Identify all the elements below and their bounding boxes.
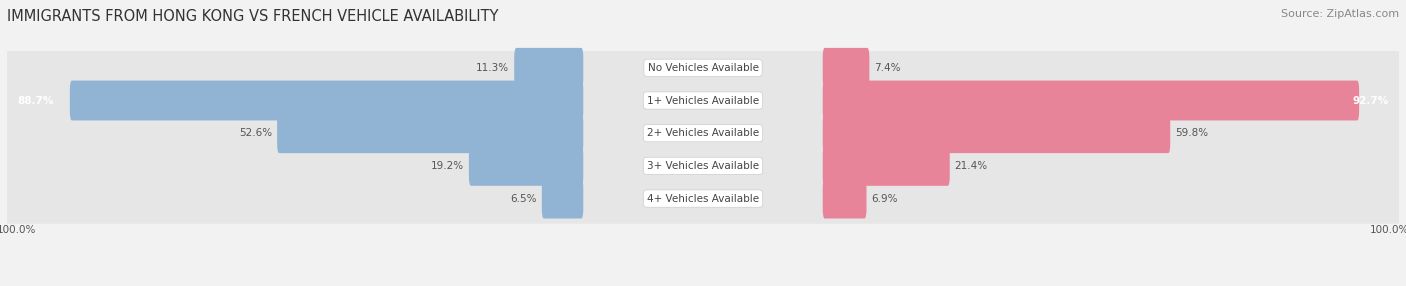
FancyBboxPatch shape bbox=[0, 173, 1406, 224]
Text: 4+ Vehicles Available: 4+ Vehicles Available bbox=[647, 194, 759, 204]
Text: 7.4%: 7.4% bbox=[875, 63, 901, 73]
FancyBboxPatch shape bbox=[823, 81, 1360, 120]
FancyBboxPatch shape bbox=[823, 146, 950, 186]
Text: 92.7%: 92.7% bbox=[1353, 96, 1389, 106]
Text: 21.4%: 21.4% bbox=[955, 161, 988, 171]
Text: IMMIGRANTS FROM HONG KONG VS FRENCH VEHICLE AVAILABILITY: IMMIGRANTS FROM HONG KONG VS FRENCH VEHI… bbox=[7, 9, 499, 23]
Text: 3+ Vehicles Available: 3+ Vehicles Available bbox=[647, 161, 759, 171]
FancyBboxPatch shape bbox=[515, 48, 583, 88]
FancyBboxPatch shape bbox=[823, 48, 869, 88]
Text: No Vehicles Available: No Vehicles Available bbox=[648, 63, 758, 73]
FancyBboxPatch shape bbox=[468, 146, 583, 186]
FancyBboxPatch shape bbox=[277, 113, 583, 153]
FancyBboxPatch shape bbox=[823, 179, 866, 219]
Text: 100.0%: 100.0% bbox=[1369, 225, 1406, 235]
Text: 2+ Vehicles Available: 2+ Vehicles Available bbox=[647, 128, 759, 138]
FancyBboxPatch shape bbox=[70, 81, 583, 120]
FancyBboxPatch shape bbox=[0, 141, 1406, 191]
Text: 6.5%: 6.5% bbox=[510, 194, 537, 204]
Text: 19.2%: 19.2% bbox=[430, 161, 464, 171]
Text: 11.3%: 11.3% bbox=[477, 63, 509, 73]
Text: 1+ Vehicles Available: 1+ Vehicles Available bbox=[647, 96, 759, 106]
FancyBboxPatch shape bbox=[0, 43, 1406, 93]
Text: 52.6%: 52.6% bbox=[239, 128, 273, 138]
FancyBboxPatch shape bbox=[0, 75, 1406, 126]
FancyBboxPatch shape bbox=[823, 113, 1170, 153]
Text: Source: ZipAtlas.com: Source: ZipAtlas.com bbox=[1281, 9, 1399, 19]
FancyBboxPatch shape bbox=[0, 108, 1406, 158]
Text: 88.7%: 88.7% bbox=[17, 96, 53, 106]
Text: 100.0%: 100.0% bbox=[0, 225, 37, 235]
FancyBboxPatch shape bbox=[541, 179, 583, 219]
Text: 6.9%: 6.9% bbox=[872, 194, 898, 204]
Text: 59.8%: 59.8% bbox=[1175, 128, 1208, 138]
